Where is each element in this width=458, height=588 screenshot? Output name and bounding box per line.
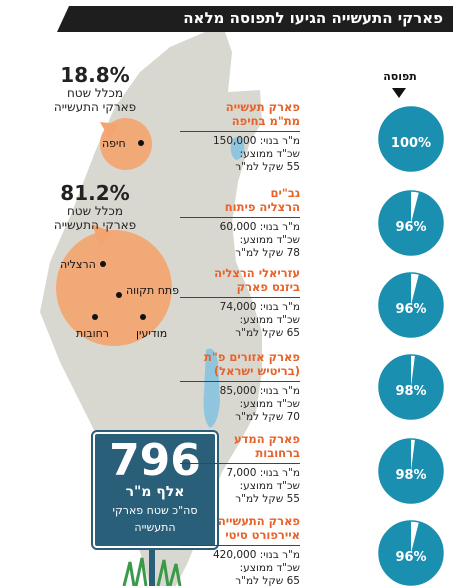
occupancy-value: 98%: [395, 384, 427, 399]
occupancy-value: 100%: [390, 136, 432, 151]
occupancy-pie-filled: [379, 273, 443, 337]
city-petah-tikva: פתח תקווה: [126, 284, 179, 297]
park-divider: [180, 463, 300, 464]
total-area-value: 796: [109, 435, 201, 486]
occupancy-pie: [378, 354, 444, 420]
park-block: פארק תעשייה מת"מ בחיפה מ"ר בנוי: 150,000 שכ…: [180, 100, 300, 174]
park-rent-label: שכ"ד ממוצע:: [239, 562, 300, 574]
park-divider: [180, 217, 300, 218]
park-name-line1: עזריאלי הרצליה: [214, 266, 300, 280]
park-rent-label: שכ"ד ממוצע:: [239, 148, 300, 160]
grass-icon: [122, 557, 182, 586]
park-block: פארק אזורים פ"ת (בריטיש ישראל) מ"ר בנוי: 8…: [180, 350, 300, 424]
park-block: פארק המדע ברחובות מ"ר בנוי: 7,000 שכ"ד ממוצ…: [180, 432, 300, 506]
occupancy-pie-filled: [379, 439, 443, 503]
city-haifa: חיפה: [102, 137, 126, 150]
total-area-unit: אלף מ"ר: [125, 484, 185, 500]
haifa-share: 18.8% מכלל שטח פארקי התעשייה: [40, 64, 150, 114]
park-name-line2: ברחובות: [255, 446, 300, 460]
haifa-dot: [138, 140, 144, 146]
haifa-share-line1: מכלל שטח: [66, 86, 124, 100]
park-rent-value: 55 שקל למ"ר: [235, 493, 300, 505]
sign-pole: [149, 548, 155, 586]
park-name-line2: איירפורט סיטי: [225, 528, 300, 542]
park-rent-label: שכ"ד ממוצע:: [239, 234, 300, 246]
haifa-callout-pointer: [100, 122, 118, 140]
occupancy-pie-filled: [379, 191, 443, 255]
park-name-line1: פארק אזורים פ"ת: [204, 350, 300, 364]
occupancy-value: 96%: [395, 220, 427, 235]
center-share-line1: מכלל שטח: [66, 204, 124, 218]
haifa-share-line2: פארקי התעשייה: [53, 100, 137, 114]
city-rehovot: רחובות: [76, 327, 109, 340]
page-title: פארקי התעשייה הגיעו לתפוסה מלאה: [183, 9, 443, 27]
rehovot-dot: [92, 314, 98, 320]
park-rent-value: 65 שקל למ"ר: [235, 575, 300, 587]
park-rent-label: שכ"ד ממוצע:: [239, 480, 300, 492]
park-area: מ"ר בנוי: 85,000: [219, 385, 300, 397]
park-name-line2: מת"מ בחיפה: [231, 114, 300, 128]
park-area: מ"ר בנוי: 7,000: [226, 467, 300, 479]
haifa-share-value: 18.8%: [60, 63, 130, 87]
center-callout-pointer: [92, 224, 112, 246]
park-block: גב"ים הרצליה פיתוח מ"ר בנוי: 60,000 שכ"ד ממ…: [180, 186, 300, 260]
herzliya-dot: [100, 261, 106, 267]
down-arrow-icon: [392, 88, 406, 98]
occupancy-pie-filled: [379, 107, 443, 171]
park-name-line1: פארק תעשייה: [225, 100, 300, 114]
park-name-line2: ביזנס פארק: [236, 280, 300, 294]
park-divider: [180, 131, 300, 132]
park-area: מ"ר בנוי: 420,000: [212, 549, 300, 561]
center-share: 81.2% מכלל שטח פארקי התעשייה: [40, 182, 150, 232]
sea-of-galilee: [230, 136, 245, 160]
park-rent-value: 55 שקל למ"ר: [235, 161, 300, 173]
total-area-caption2: התעשייה: [134, 521, 176, 534]
park-rent-value: 78 שקל למ"ר: [235, 247, 300, 259]
dead-sea: [203, 348, 220, 428]
park-name-line1: גב"ים: [270, 186, 300, 200]
park-rent-value: 70 שקל למ"ר: [235, 411, 300, 423]
park-area: מ"ר בנוי: 60,000: [219, 221, 300, 233]
park-name-line2: (בריטיש ישראל): [213, 364, 300, 378]
occupancy-header: תפוסה: [383, 70, 417, 83]
park-divider: [180, 381, 300, 382]
park-rent-label: שכ"ד ממוצע:: [239, 314, 300, 326]
total-area-sign: 796 אלף מ"ר סה"כ שטח פארקי התעשייה: [91, 430, 219, 550]
park-rent-value: 65 שקל למ"ר: [235, 327, 300, 339]
park-area: מ"ר בנוי: 150,000: [212, 135, 300, 147]
park-block: עזריאלי הרצליה ביזנס פארק מ"ר בנוי: 74,000…: [180, 266, 300, 340]
occupancy-pie: [378, 438, 444, 504]
occupancy-pie: [378, 272, 444, 338]
total-area-caption1: סה"כ שטח פארקי: [112, 504, 198, 517]
park-name-line2: הרצליה פיתוח: [224, 200, 300, 214]
city-modiin: מודיעין: [136, 327, 168, 340]
park-rent-label: שכ"ד ממוצע:: [239, 398, 300, 410]
park-block: פארק התעשייה איירפורט סיטי מ"ר בנוי: 420,0…: [180, 514, 300, 588]
occupancy-value: 98%: [395, 468, 427, 483]
occupancy-pie: [378, 106, 444, 172]
park-divider: [180, 297, 300, 298]
occupancy-value: 96%: [395, 302, 427, 317]
park-name-line1: פארק התעשייה: [217, 514, 300, 528]
park-area: מ"ר בנוי: 74,000: [219, 301, 300, 313]
occupancy-pie-filled: [379, 355, 443, 419]
occupancy-pie: [378, 520, 444, 586]
petah-tikva-dot: [116, 292, 122, 298]
title-bar: פארקי התעשייה הגיעו לתפוסה מלאה: [57, 6, 453, 32]
modiin-dot: [140, 314, 146, 320]
occupancy-value: 96%: [395, 550, 427, 565]
occupancy-pie: [378, 190, 444, 256]
center-share-line2: פארקי התעשייה: [53, 218, 137, 232]
occupancy-pie-filled: [379, 521, 443, 585]
park-name-line1: פארק המדע: [234, 432, 300, 446]
park-divider: [180, 545, 300, 546]
city-herzliya: הרצליה: [60, 258, 96, 271]
center-share-value: 81.2%: [60, 181, 130, 205]
